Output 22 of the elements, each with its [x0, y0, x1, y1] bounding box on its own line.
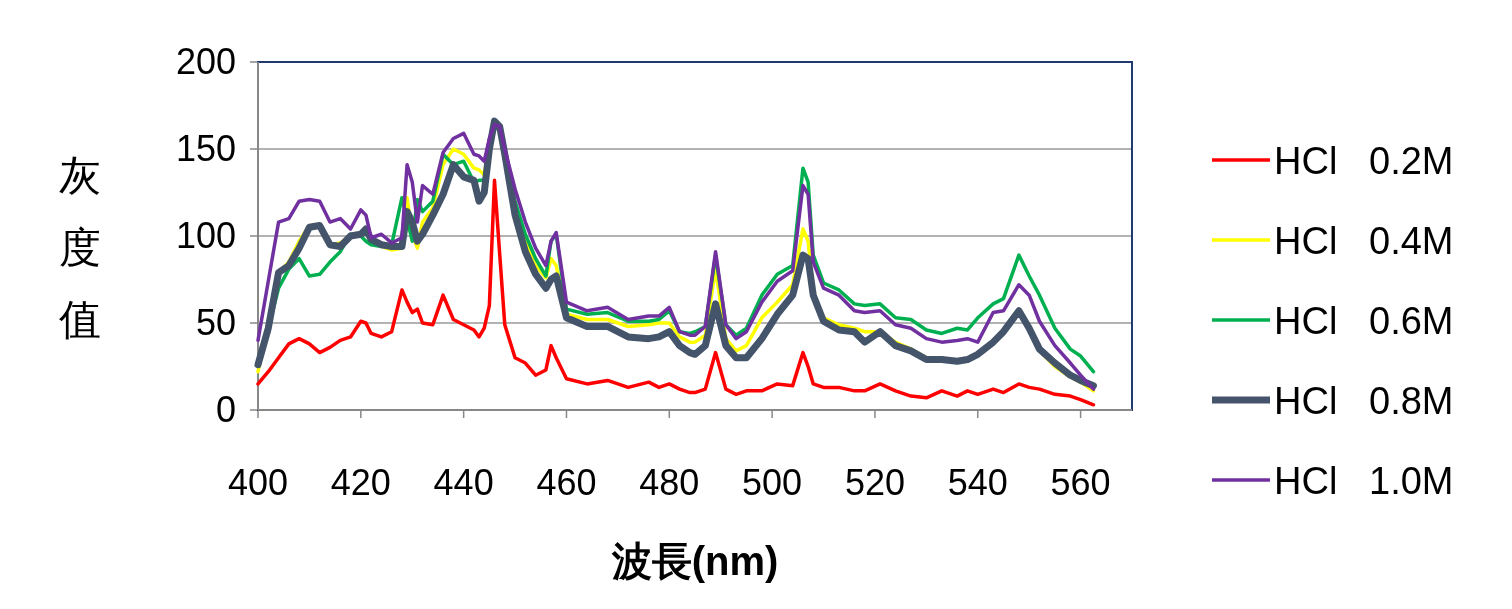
legend-label: HCl 1.0M [1274, 460, 1454, 502]
x-tick-label: 460 [536, 462, 597, 503]
x-tick-label: 400 [227, 462, 289, 503]
y-tick-label: 150 [175, 128, 236, 169]
legend-label: HCl 0.8M [1274, 380, 1454, 422]
legend-label: HCl 0.4M [1274, 220, 1454, 262]
y-tick-label: 100 [175, 215, 236, 256]
x-tick-label: 420 [330, 462, 391, 503]
x-tick-label: 540 [947, 462, 1008, 503]
x-tick-label: 480 [639, 462, 700, 503]
y-axis-title: 灰度值 [59, 152, 101, 343]
y-tick-label: 50 [195, 302, 236, 343]
x-axis-title: 波長(nm) [610, 539, 779, 583]
x-tick-label: 560 [1050, 462, 1111, 503]
y-tick-label: 200 [175, 41, 236, 82]
legend-label: HCl 0.2M [1274, 140, 1454, 182]
x-tick-label: 520 [844, 462, 905, 503]
x-tick-label: 500 [742, 462, 803, 503]
line-series [256, 178, 1096, 407]
legend-label: HCl 0.6M [1274, 300, 1454, 342]
x-tick-label: 440 [433, 462, 494, 503]
y-tick-label: 0 [215, 389, 236, 430]
